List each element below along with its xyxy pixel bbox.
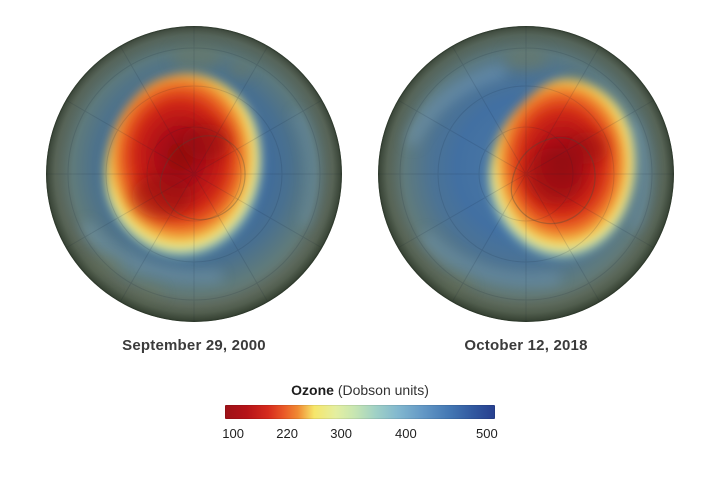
ozone-colorbar <box>225 405 495 419</box>
tick-label: 500 <box>476 426 498 441</box>
legend-title-main: Ozone <box>291 382 334 398</box>
tick-label: 100 <box>222 426 244 441</box>
globe-caption-2000: September 29, 2000 <box>122 337 266 354</box>
ozone-legend: Ozone (Dobson units) 100 220 300 400 500 <box>222 382 498 442</box>
globe-caption-2018: October 12, 2018 <box>464 337 588 354</box>
tick-label: 400 <box>395 426 417 441</box>
ozone-map-2000-graphic <box>46 26 342 322</box>
colorbar-ticks: 100 220 300 400 500 <box>222 424 498 442</box>
legend-title: Ozone (Dobson units) <box>225 382 495 398</box>
tick-label: 220 <box>276 426 298 441</box>
legend-title-units: (Dobson units) <box>337 382 429 398</box>
tick-label: 300 <box>330 426 352 441</box>
ozone-map-2018-graphic <box>378 26 674 322</box>
globe-2018: October 12, 2018 <box>376 24 676 354</box>
globe-2000: September 29, 2000 <box>44 24 344 354</box>
globe-row: September 29, 2000 <box>44 24 676 354</box>
